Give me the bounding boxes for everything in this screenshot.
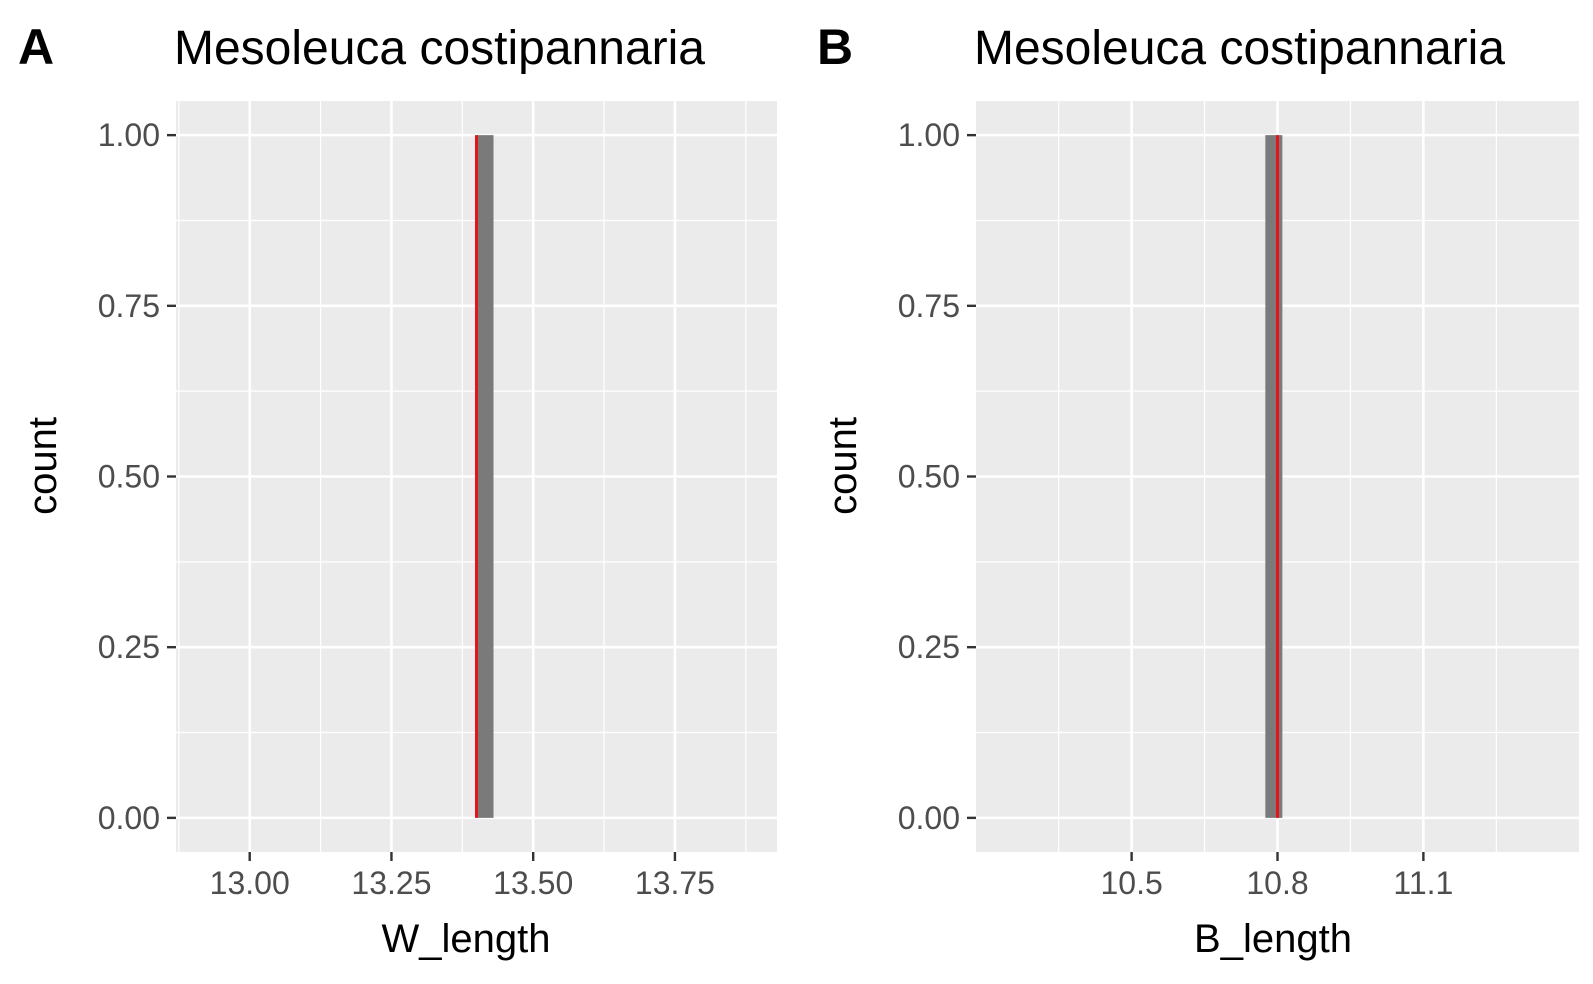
panel-a-x-tick-label: 13.75 — [635, 865, 715, 901]
panel-b-y-axis-title: count — [821, 417, 865, 515]
panel-b-x-tick-label: 11.1 — [1393, 865, 1453, 901]
panel-b-x-axis-title: B_length — [1194, 917, 1352, 961]
panel-a-letter: A — [18, 19, 54, 75]
panel-a-plot: 0.00 0.25 0.50 0.75 1.00 13.00 13.25 13.50 13.75 — [98, 101, 777, 901]
panel-b-x-tick-label: 10.5 — [1100, 865, 1162, 901]
panel-a-x-tick-label: 13.00 — [210, 865, 290, 901]
panel-a-y-tick-label: 0.25 — [98, 629, 160, 665]
panel-b-y-tick-label: 0.50 — [898, 459, 960, 495]
panel-a-y-tick-label: 0.00 — [98, 800, 160, 836]
panel-a: A Mesoleuca costipannaria 0.000.250.500.… — [18, 19, 777, 961]
panel-a-y-tick-label: 0.75 — [98, 288, 160, 324]
panel-a-x-axis-title: W_length — [382, 917, 551, 961]
panel-b-letter: B — [817, 19, 853, 75]
panel-b-y-tick-label: 1.00 — [898, 117, 960, 153]
panel-a-x-tick-label: 13.25 — [351, 865, 431, 901]
panel-a-y-tick-label: 0.50 — [98, 459, 160, 495]
panel-b-plot: 0.00 0.25 0.50 0.75 1.00 10.5 10.8 11.1 — [898, 101, 1579, 901]
panel-b-y-tick-label: 0.25 — [898, 629, 960, 665]
panel-b-y-tick-label: 0.00 — [898, 800, 960, 836]
panel-b-x-tick-label: 10.8 — [1246, 865, 1308, 901]
panel-a-x-tick-label: 13.50 — [493, 865, 573, 901]
panel-b: B Mesoleuca costipannaria 0.000.250.500.… — [817, 19, 1579, 961]
panel-b-y-tick-label: 0.75 — [898, 288, 960, 324]
panel-a-title: Mesoleuca costipannaria — [174, 22, 705, 75]
panel-b-title: Mesoleuca costipannaria — [974, 22, 1505, 75]
panel-b-histogram-bar — [1265, 135, 1283, 818]
panel-a-histogram-bar — [476, 135, 494, 818]
panel-a-y-axis-title: count — [21, 417, 65, 515]
panel-a-y-tick-label: 1.00 — [98, 117, 160, 153]
